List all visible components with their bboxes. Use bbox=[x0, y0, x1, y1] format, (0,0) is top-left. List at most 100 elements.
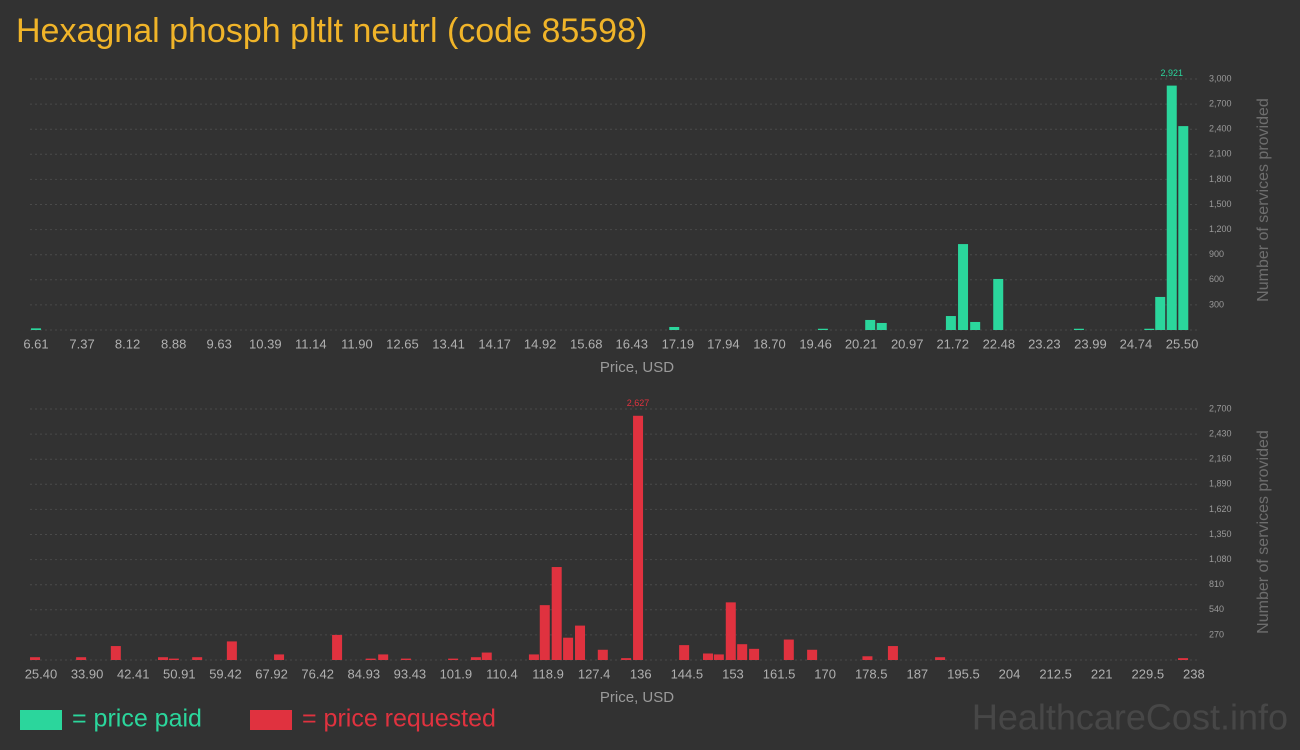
x-tick-label: 42.41 bbox=[117, 666, 150, 681]
bar bbox=[945, 316, 956, 330]
bar bbox=[993, 278, 1004, 330]
x-tick-label: 12.65 bbox=[386, 336, 419, 351]
x-tick-label: 8.12 bbox=[115, 336, 140, 351]
bar bbox=[597, 649, 608, 660]
bar bbox=[807, 649, 818, 660]
x-tick-label: 144.5 bbox=[671, 666, 704, 681]
x-tick-label: 50.91 bbox=[163, 666, 196, 681]
x-tick-label: 6.61 bbox=[23, 336, 48, 351]
bar bbox=[1166, 85, 1177, 330]
x-tick-label: 127.4 bbox=[578, 666, 611, 681]
bar bbox=[470, 657, 481, 660]
x-tick-label: 8.88 bbox=[161, 336, 186, 351]
x-tick-label: 101.9 bbox=[440, 666, 473, 681]
x-tick-label: 178.5 bbox=[855, 666, 888, 681]
bar bbox=[378, 654, 389, 660]
x-tick-label: 24.74 bbox=[1120, 336, 1153, 351]
bar bbox=[817, 328, 828, 330]
x-tick-label: 23.23 bbox=[1028, 336, 1061, 351]
x-tick-label: 25.50 bbox=[1166, 336, 1199, 351]
x-tick-label: 10.39 bbox=[249, 336, 282, 351]
x-tick-label: 212.5 bbox=[1039, 666, 1072, 681]
x-axis-label: Price, USD bbox=[600, 689, 674, 706]
x-tick-label: 84.93 bbox=[348, 666, 381, 681]
bar bbox=[783, 639, 794, 660]
y-tick-label: 2,700 bbox=[1209, 403, 1232, 413]
x-tick-label: 67.92 bbox=[255, 666, 288, 681]
bar bbox=[365, 658, 376, 660]
x-tick-label: 19.46 bbox=[799, 336, 832, 351]
x-tick-label: 21.72 bbox=[936, 336, 969, 351]
bar bbox=[1155, 296, 1166, 330]
x-tick-label: 11.14 bbox=[295, 336, 327, 351]
x-tick-label: 15.68 bbox=[570, 336, 603, 351]
x-tick-label: 17.19 bbox=[662, 336, 695, 351]
bar bbox=[30, 328, 41, 330]
y-tick-label: 600 bbox=[1209, 274, 1224, 284]
x-tick-label: 16.43 bbox=[615, 336, 648, 351]
y-axis-label: Number of services provided bbox=[1255, 430, 1272, 634]
bar bbox=[481, 652, 492, 660]
y-tick-label: 540 bbox=[1209, 604, 1224, 614]
x-tick-label: 118.9 bbox=[532, 666, 564, 681]
y-tick-label: 1,500 bbox=[1209, 199, 1232, 209]
value-label: 2,921 bbox=[1160, 68, 1183, 78]
bar bbox=[958, 244, 969, 330]
bar bbox=[887, 646, 898, 660]
bar bbox=[876, 322, 887, 330]
x-tick-label: 20.21 bbox=[845, 336, 878, 351]
y-tick-label: 1,350 bbox=[1209, 529, 1232, 539]
bar bbox=[274, 654, 285, 660]
bar bbox=[633, 415, 644, 660]
x-tick-label: 13.41 bbox=[432, 336, 465, 351]
bar bbox=[970, 321, 981, 330]
x-tick-label: 9.63 bbox=[207, 336, 232, 351]
x-tick-label: 195.5 bbox=[947, 666, 980, 681]
y-tick-label: 1,800 bbox=[1209, 174, 1232, 184]
x-tick-label: 238 bbox=[1183, 666, 1205, 681]
bar bbox=[1178, 658, 1189, 660]
legend-label: = price requested bbox=[302, 705, 496, 733]
bar bbox=[865, 319, 876, 330]
bar bbox=[192, 657, 203, 660]
x-tick-label: 204 bbox=[999, 666, 1021, 681]
bar bbox=[703, 653, 714, 660]
bar bbox=[539, 605, 550, 660]
y-tick-label: 900 bbox=[1209, 249, 1224, 259]
bar bbox=[749, 648, 760, 660]
x-tick-label: 110.4 bbox=[486, 666, 518, 681]
y-tick-label: 1,620 bbox=[1209, 504, 1232, 514]
bar bbox=[110, 646, 121, 660]
x-tick-label: 14.17 bbox=[478, 336, 511, 351]
bar bbox=[400, 658, 411, 660]
y-tick-label: 2,700 bbox=[1209, 98, 1232, 108]
y-tick-label: 1,200 bbox=[1209, 224, 1232, 234]
y-tick-label: 1,890 bbox=[1209, 479, 1232, 489]
y-tick-label: 270 bbox=[1209, 629, 1224, 639]
bar bbox=[563, 637, 574, 660]
bar bbox=[1178, 126, 1189, 330]
y-axis-label: Number of services provided bbox=[1255, 98, 1272, 302]
x-tick-label: 93.43 bbox=[394, 666, 427, 681]
legend-swatch bbox=[250, 710, 292, 730]
bar bbox=[332, 634, 343, 660]
bar bbox=[30, 657, 41, 660]
x-tick-label: 161.5 bbox=[763, 666, 796, 681]
x-tick-label: 11.90 bbox=[341, 336, 373, 351]
x-tick-label: 7.37 bbox=[69, 336, 94, 351]
bar bbox=[448, 658, 459, 660]
x-tick-label: 14.92 bbox=[524, 336, 557, 351]
bar bbox=[669, 326, 680, 330]
y-tick-label: 3,000 bbox=[1209, 73, 1232, 83]
x-tick-label: 23.99 bbox=[1074, 336, 1107, 351]
bar bbox=[551, 567, 562, 660]
page-title: Hexagnal phosph pltlt neutrl (code 85598… bbox=[16, 12, 647, 50]
bar bbox=[621, 658, 632, 660]
x-tick-label: 76.42 bbox=[301, 666, 334, 681]
y-tick-label: 2,160 bbox=[1209, 454, 1232, 464]
y-tick-label: 2,430 bbox=[1209, 428, 1232, 438]
watermark: HealthcareCost.info bbox=[972, 697, 1288, 738]
bar bbox=[1073, 328, 1084, 330]
x-tick-label: 229.5 bbox=[1132, 666, 1165, 681]
